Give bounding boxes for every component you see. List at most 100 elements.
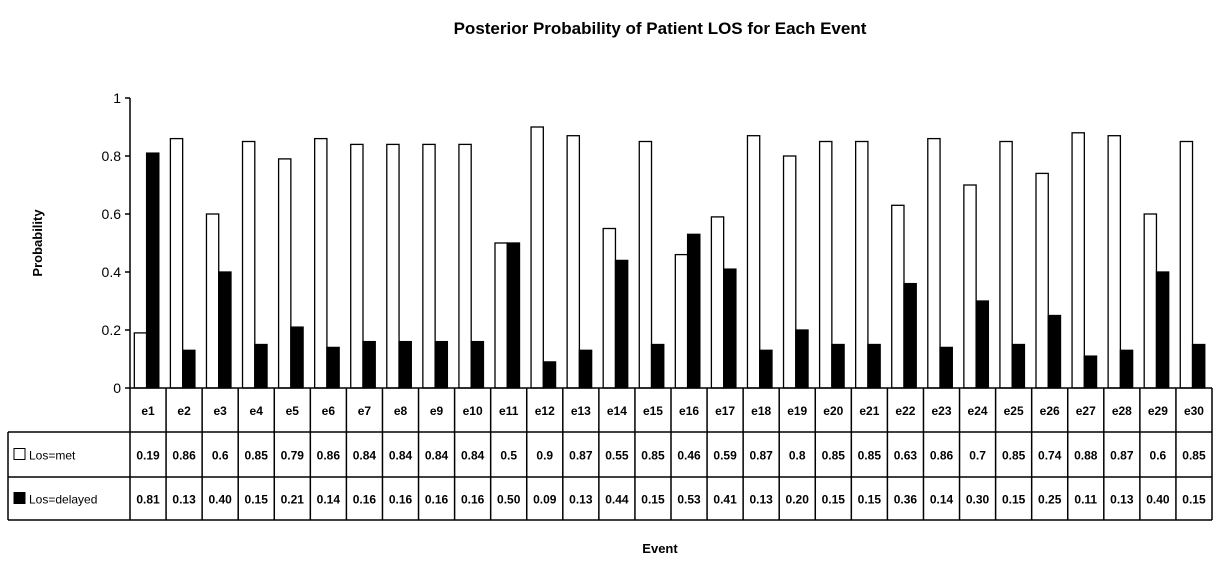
bar-los-met-e16	[674, 253, 689, 389]
x-tick-label: e26	[1040, 404, 1060, 418]
data-label: 0.87	[1110, 449, 1134, 463]
data-label: 0.9	[536, 449, 553, 463]
bar-los-delayed-e29	[1155, 271, 1170, 389]
bar-los-delayed-e23	[939, 346, 953, 389]
data-label: 0.87	[749, 449, 773, 463]
x-tick-label: e6	[322, 404, 336, 418]
bar-los-met-e13	[566, 135, 581, 389]
bar-los-delayed-e8	[398, 340, 412, 389]
bar-los-delayed-e20	[831, 343, 845, 389]
bar-los-delayed-e25	[1011, 343, 1026, 389]
data-label: 0.84	[425, 449, 449, 463]
bar-los-delayed-e10	[470, 340, 485, 389]
legend-label-los-delayed: Los=delayed	[29, 493, 97, 507]
data-label: 0.86	[317, 449, 341, 463]
data-label: 0.44	[605, 493, 629, 507]
bar-los-delayed-e28	[1119, 349, 1134, 389]
bar-los-met-e27	[1071, 132, 1085, 389]
bar-los-delayed-e24	[975, 300, 990, 389]
x-tick-label: e19	[787, 404, 807, 418]
bar-los-delayed-e1	[145, 152, 160, 389]
legend-swatch-los-met	[13, 448, 26, 460]
bar-los-met-e11	[494, 242, 508, 389]
data-label: 0.8	[789, 449, 806, 463]
bar-los-delayed-e4	[254, 343, 268, 389]
data-label: 0.86	[930, 449, 954, 463]
legend-swatch-los-delayed	[13, 492, 26, 504]
bar-los-met-e21	[855, 140, 869, 389]
data-label: 0.15	[641, 493, 665, 507]
x-tick-label: e5	[286, 404, 300, 418]
bar-los-delayed-e14	[614, 259, 629, 389]
bar-los-delayed-e26	[1047, 314, 1062, 389]
x-tick-label: e2	[177, 404, 191, 418]
data-label: 0.14	[930, 493, 954, 507]
bar-los-met-e26	[1035, 172, 1049, 389]
bar-los-met-e28	[1107, 135, 1122, 389]
x-tick-label: e11	[499, 404, 519, 418]
bar-los-met-e4	[241, 140, 256, 389]
data-label: 0.36	[894, 493, 918, 507]
bar-los-delayed-e30	[1191, 343, 1206, 389]
bar-los-met-e24	[963, 184, 977, 389]
data-label: 0.14	[317, 493, 341, 507]
x-tick-label: e1	[141, 404, 155, 418]
data-label: 0.74	[1038, 449, 1062, 463]
bar-los-met-e12	[530, 126, 544, 389]
data-label: 0.09	[533, 493, 557, 507]
data-label: 0.84	[353, 449, 377, 463]
bar-los-met-e17	[710, 216, 725, 389]
data-label: 0.85	[245, 449, 269, 463]
bar-los-met-e2	[169, 137, 184, 389]
bar-los-delayed-e2	[182, 349, 196, 389]
data-label: 0.15	[245, 493, 269, 507]
data-table: e1 e2 e3 e4 e5 e6 e7 e8 e9 e10 e11 e12 e13 e14 e15 e16 e…	[7, 387, 1213, 521]
bar-los-delayed-e16	[686, 233, 701, 389]
data-label: 0.85	[1182, 449, 1206, 463]
bar-los-met-e19	[782, 155, 797, 389]
data-label: 0.30	[966, 493, 990, 507]
data-label: 0.13	[749, 493, 773, 507]
data-label: 0.63	[894, 449, 918, 463]
y-tick-label: 0.6	[102, 206, 122, 222]
bar-los-met-e15	[638, 140, 653, 389]
bar-los-delayed-e17	[723, 268, 737, 389]
x-tick-label: e18	[751, 404, 771, 418]
x-tick-label: e17	[715, 404, 735, 418]
data-label: 0.6	[212, 449, 229, 463]
data-label: 0.6	[1150, 449, 1167, 463]
bar-los-delayed-e7	[362, 340, 376, 389]
x-tick-label: e20	[823, 404, 843, 418]
data-label: 0.15	[822, 493, 846, 507]
data-label: 0.15	[1182, 493, 1206, 507]
bar-los-met-e30	[1179, 140, 1194, 389]
bar-los-met-e8	[386, 143, 400, 389]
data-label: 0.84	[461, 449, 485, 463]
x-tick-label: e7	[358, 404, 372, 418]
y-tick-label: 0	[113, 380, 121, 396]
bar-los-delayed-e3	[218, 271, 232, 389]
data-label: 0.85	[1002, 449, 1026, 463]
bar-los-delayed-e13	[578, 349, 593, 389]
x-tick-label: e28	[1112, 404, 1132, 418]
bar-los-met-e3	[205, 213, 220, 389]
data-label: 0.21	[281, 493, 305, 507]
x-tick-label: e8	[394, 404, 408, 418]
bar-los-met-e22	[891, 204, 905, 389]
bar-los-delayed-e9	[434, 340, 449, 389]
data-label: 0.41	[713, 493, 737, 507]
bar-los-met-e5	[277, 158, 292, 389]
x-tick-label: e14	[607, 404, 627, 418]
data-label: 0.88	[1074, 449, 1098, 463]
bar-los-delayed-e11	[506, 242, 521, 389]
x-tick-label: e27	[1076, 404, 1096, 418]
y-tick-label: 0.4	[102, 264, 122, 280]
x-tick-label: e9	[430, 404, 444, 418]
data-label: 0.15	[1002, 493, 1026, 507]
data-label: 0.84	[389, 449, 413, 463]
bar-los-met-e14	[602, 227, 617, 389]
data-label: 0.11	[1074, 493, 1097, 507]
data-label: 0.40	[208, 493, 232, 507]
bar-los-delayed-e19	[795, 329, 809, 389]
